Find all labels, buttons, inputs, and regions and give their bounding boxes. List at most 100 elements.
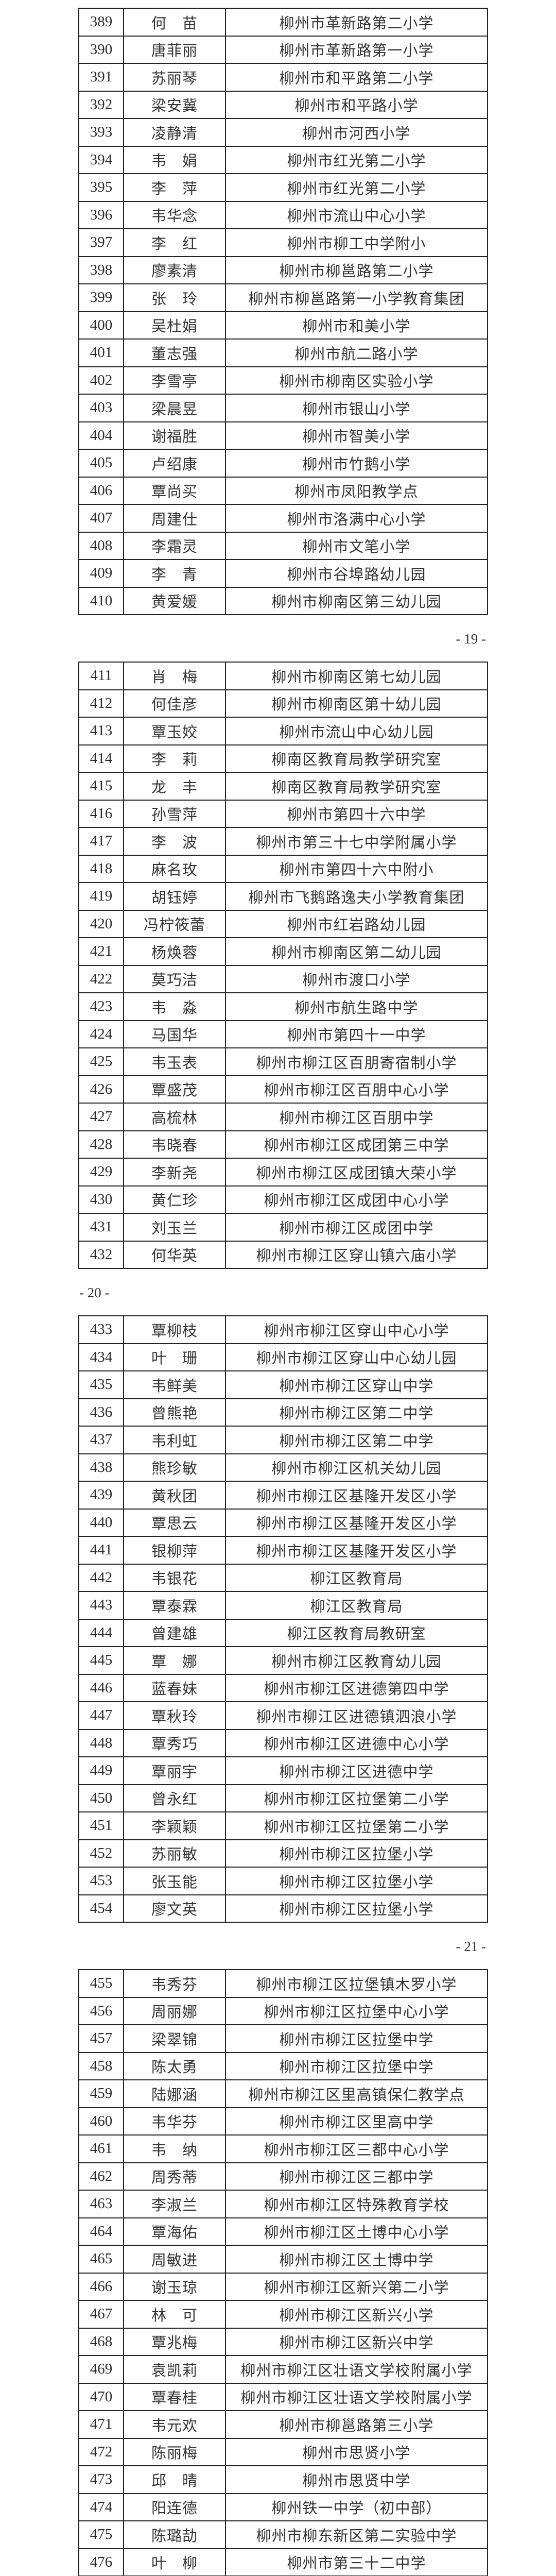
- name-cell: 何 苗: [124, 8, 225, 36]
- unit-cell: 柳州市柳南区第三幼儿园: [225, 587, 488, 615]
- unit-cell: 柳州市柳南区第七幼儿园: [225, 662, 488, 690]
- unit-cell: 柳州市第四十一中学: [225, 1021, 488, 1048]
- unit-cell: 柳州市柳江区壮语文学校附属小学: [225, 2355, 488, 2383]
- unit-cell: 柳南区教育局教学研究室: [225, 745, 488, 773]
- name-cell: 覃春桂: [124, 2383, 225, 2411]
- name-cell: 韦银花: [124, 1564, 225, 1592]
- name-cell: 何华英: [124, 1241, 225, 1269]
- row-number-cell: 416: [79, 800, 124, 828]
- name-cell: 李 波: [124, 827, 225, 855]
- row-number-cell: 445: [79, 1647, 124, 1674]
- name-cell: 卢绍康: [124, 449, 225, 477]
- unit-cell: 柳州市柳南区第二幼儿园: [225, 938, 488, 965]
- row-number-cell: 423: [79, 993, 124, 1021]
- row-number-cell: 456: [79, 1997, 124, 2025]
- row-number-cell: 399: [79, 284, 124, 312]
- unit-cell: 柳州市柳江区拉堡镇木罗小学: [225, 1970, 488, 1997]
- name-cell: 蓝春妹: [124, 1674, 225, 1702]
- name-cell: 李霜灵: [124, 532, 225, 560]
- name-cell: 周建仕: [124, 504, 225, 532]
- name-cell: 陈丽梅: [124, 2438, 225, 2466]
- unit-cell: 柳州市柳江区拉堡中学: [225, 2053, 488, 2080]
- page-number-footer: - 20 -: [79, 1284, 486, 1301]
- unit-cell: 柳州市柳南区第十幼儿园: [225, 690, 488, 718]
- row-number-cell: 459: [79, 2080, 124, 2108]
- name-cell: 周丽娜: [124, 1997, 225, 2025]
- unit-cell: 柳州市柳江区拉堡小学: [225, 1840, 488, 1868]
- unit-cell: 柳州市凤阳教学点: [225, 477, 488, 505]
- name-cell: 叶 珊: [124, 1344, 225, 1371]
- name-cell: 梁翠锦: [124, 2025, 225, 2053]
- row-number-cell: 396: [79, 201, 124, 229]
- unit-cell: 柳州市柳江区基隆开发区小学: [225, 1536, 488, 1564]
- unit-cell: 柳州市柳江区第二中学: [225, 1426, 488, 1454]
- unit-cell: 柳州市革新路第二小学: [225, 8, 488, 36]
- row-number-cell: 450: [79, 1785, 124, 1812]
- unit-cell: 柳州市红岩路幼儿园: [225, 910, 488, 938]
- unit-cell: 柳州市柳江区三都中心小学: [225, 2135, 488, 2163]
- name-cell: 覃柳枝: [124, 1316, 225, 1344]
- unit-cell: 柳州市柳江区基隆开发区小学: [225, 1509, 488, 1537]
- name-cell: 覃秋玲: [124, 1702, 225, 1730]
- name-cell: 龙 丰: [124, 772, 225, 800]
- unit-cell: 柳州市银山小学: [225, 394, 488, 422]
- name-cell: 李 青: [124, 560, 225, 587]
- name-cell: 韦晓春: [124, 1131, 225, 1159]
- unit-cell: 柳州市思贤小学: [225, 2438, 488, 2466]
- row-number-cell: 438: [79, 1454, 124, 1482]
- name-cell: 银柳萍: [124, 1536, 225, 1564]
- unit-cell: 柳州市柳江区穿山中心小学: [225, 1316, 488, 1344]
- name-cell: 曾永红: [124, 1785, 225, 1812]
- name-cell: 孙雪萍: [124, 800, 225, 828]
- row-number-cell: 403: [79, 394, 124, 422]
- unit-cell: 柳州市柳江区进德镇泗浪小学: [225, 1702, 488, 1730]
- row-number-cell: 392: [79, 91, 124, 119]
- row-number-cell: 434: [79, 1344, 124, 1371]
- unit-cell: 柳州市流山中心小学: [225, 201, 488, 229]
- name-cell: 刘玉兰: [124, 1213, 225, 1241]
- name-cell: 肖 梅: [124, 662, 225, 690]
- name-cell: 韦 淼: [124, 993, 225, 1021]
- unit-cell: 柳州市流山中心幼儿园: [225, 717, 488, 745]
- row-number-cell: 472: [79, 2438, 124, 2466]
- name-cell: 周敏进: [124, 2245, 225, 2273]
- unit-cell: 柳州市洛满中心小学: [225, 504, 488, 532]
- row-number-cell: 444: [79, 1619, 124, 1647]
- name-cell: 邱 晴: [124, 2466, 225, 2494]
- row-number-cell: 398: [79, 257, 124, 284]
- unit-cell: 柳州市柳江区新兴中学: [225, 2328, 488, 2356]
- row-number-cell: 455: [79, 1970, 124, 1997]
